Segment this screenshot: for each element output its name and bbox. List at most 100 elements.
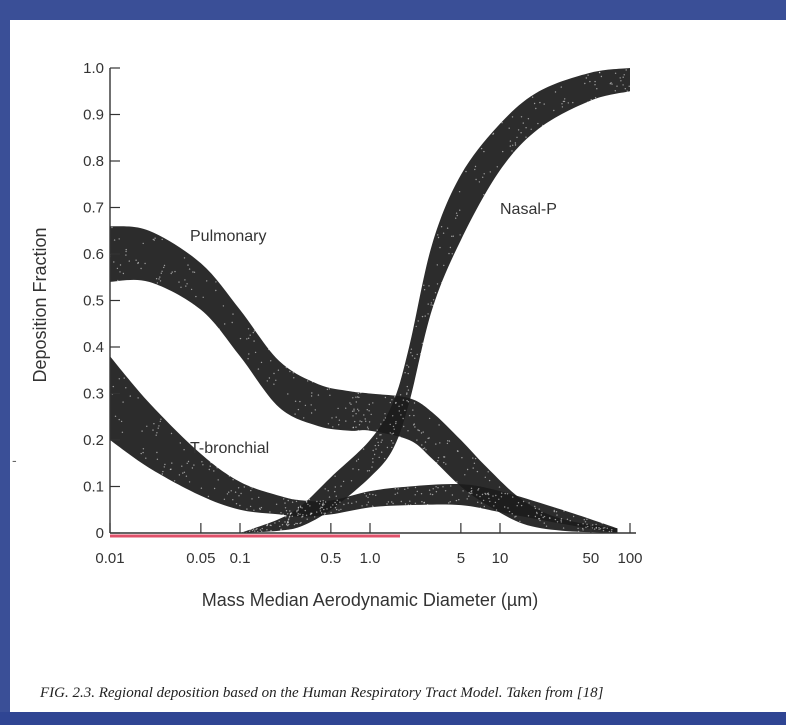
speckle bbox=[160, 272, 162, 274]
speckle bbox=[340, 508, 342, 511]
speckle bbox=[492, 133, 494, 135]
speckle bbox=[626, 90, 628, 92]
speckle bbox=[560, 521, 562, 523]
speckle bbox=[202, 464, 204, 466]
speckle bbox=[468, 495, 470, 497]
speckle bbox=[456, 481, 458, 483]
y-tick-label: 0.4 bbox=[83, 339, 104, 356]
speckle bbox=[600, 75, 603, 78]
speckle bbox=[366, 504, 368, 506]
speckle bbox=[246, 338, 248, 340]
speckle bbox=[598, 528, 600, 530]
speckle bbox=[208, 468, 210, 471]
x-tick-label: 5 bbox=[457, 550, 465, 567]
speckle bbox=[545, 525, 548, 527]
speckle bbox=[577, 527, 579, 530]
x-tick-label: 0.1 bbox=[230, 550, 251, 567]
speckle bbox=[553, 109, 555, 112]
speckle bbox=[114, 415, 117, 417]
speckle bbox=[476, 470, 479, 473]
speckle bbox=[443, 456, 446, 458]
speckle bbox=[123, 377, 125, 379]
speckle bbox=[178, 474, 181, 476]
y-tick-label: 1.0 bbox=[83, 60, 104, 77]
speckle bbox=[572, 101, 574, 104]
speckle bbox=[489, 500, 491, 503]
speckle bbox=[240, 492, 242, 495]
speckle bbox=[450, 485, 452, 487]
speckle bbox=[423, 502, 425, 504]
speckle bbox=[287, 513, 289, 515]
speckle bbox=[118, 378, 121, 380]
speckle bbox=[611, 83, 613, 85]
speckle bbox=[118, 238, 120, 240]
speckle bbox=[448, 252, 450, 255]
speckle bbox=[372, 493, 374, 496]
speckle bbox=[250, 485, 252, 487]
y-tick-label: 0.3 bbox=[83, 386, 104, 403]
speckle bbox=[623, 74, 625, 76]
speckle bbox=[350, 403, 352, 405]
speckle bbox=[351, 410, 354, 412]
speckle bbox=[404, 372, 406, 374]
label-nasal-p: Nasal-P bbox=[500, 201, 557, 218]
speckle bbox=[406, 400, 408, 402]
speckle bbox=[224, 323, 226, 325]
speckle bbox=[352, 426, 355, 428]
speckle bbox=[478, 181, 481, 183]
speckle bbox=[428, 437, 430, 439]
speckle bbox=[248, 353, 250, 355]
speckle bbox=[594, 97, 597, 99]
speckle bbox=[587, 74, 589, 76]
speckle bbox=[430, 302, 433, 304]
speckle bbox=[363, 414, 365, 416]
speckle bbox=[452, 235, 454, 237]
speckle bbox=[502, 150, 504, 153]
speckle bbox=[462, 490, 464, 492]
speckle bbox=[517, 129, 520, 131]
speckle bbox=[443, 461, 445, 464]
axes-group: 0 0.1 0.2 0.3 0.4 0.5 0.6 0.7 0.8 0.9 1.0 0.01 0.05 0… bbox=[83, 60, 642, 567]
speckle bbox=[517, 502, 520, 504]
speckle bbox=[534, 507, 537, 510]
speckle bbox=[158, 278, 160, 280]
speckle bbox=[226, 493, 229, 495]
speckle bbox=[352, 415, 354, 417]
speckle bbox=[158, 425, 160, 427]
speckle bbox=[320, 512, 323, 514]
speckle bbox=[228, 475, 231, 477]
speckle bbox=[299, 505, 302, 507]
x-tick-label: 0.01 bbox=[95, 550, 124, 567]
speckle bbox=[253, 528, 255, 530]
speckle bbox=[486, 493, 489, 495]
speckle bbox=[163, 466, 165, 468]
speckle bbox=[599, 528, 602, 530]
speckle bbox=[560, 519, 562, 521]
speckle bbox=[553, 510, 555, 513]
speckle bbox=[520, 504, 523, 507]
speckle bbox=[414, 357, 416, 359]
speckle bbox=[117, 279, 119, 282]
speckle bbox=[183, 471, 186, 473]
speckle bbox=[144, 262, 146, 265]
speckle bbox=[234, 491, 237, 493]
speckle bbox=[281, 524, 284, 526]
speckle bbox=[366, 409, 368, 411]
speckle bbox=[389, 423, 391, 426]
speckle bbox=[332, 426, 334, 428]
speckle bbox=[411, 355, 414, 357]
speckle bbox=[384, 413, 386, 415]
speckle bbox=[515, 515, 517, 517]
speckle bbox=[289, 510, 291, 512]
speckle bbox=[247, 358, 249, 360]
speckle bbox=[501, 122, 503, 124]
speckle bbox=[129, 395, 131, 397]
speckle bbox=[436, 264, 438, 266]
speckle bbox=[512, 496, 514, 498]
speckle bbox=[255, 528, 257, 531]
speckle bbox=[342, 480, 345, 483]
speckle bbox=[611, 529, 613, 531]
speckle bbox=[455, 499, 458, 502]
speckle bbox=[415, 325, 417, 328]
speckle bbox=[310, 404, 312, 406]
